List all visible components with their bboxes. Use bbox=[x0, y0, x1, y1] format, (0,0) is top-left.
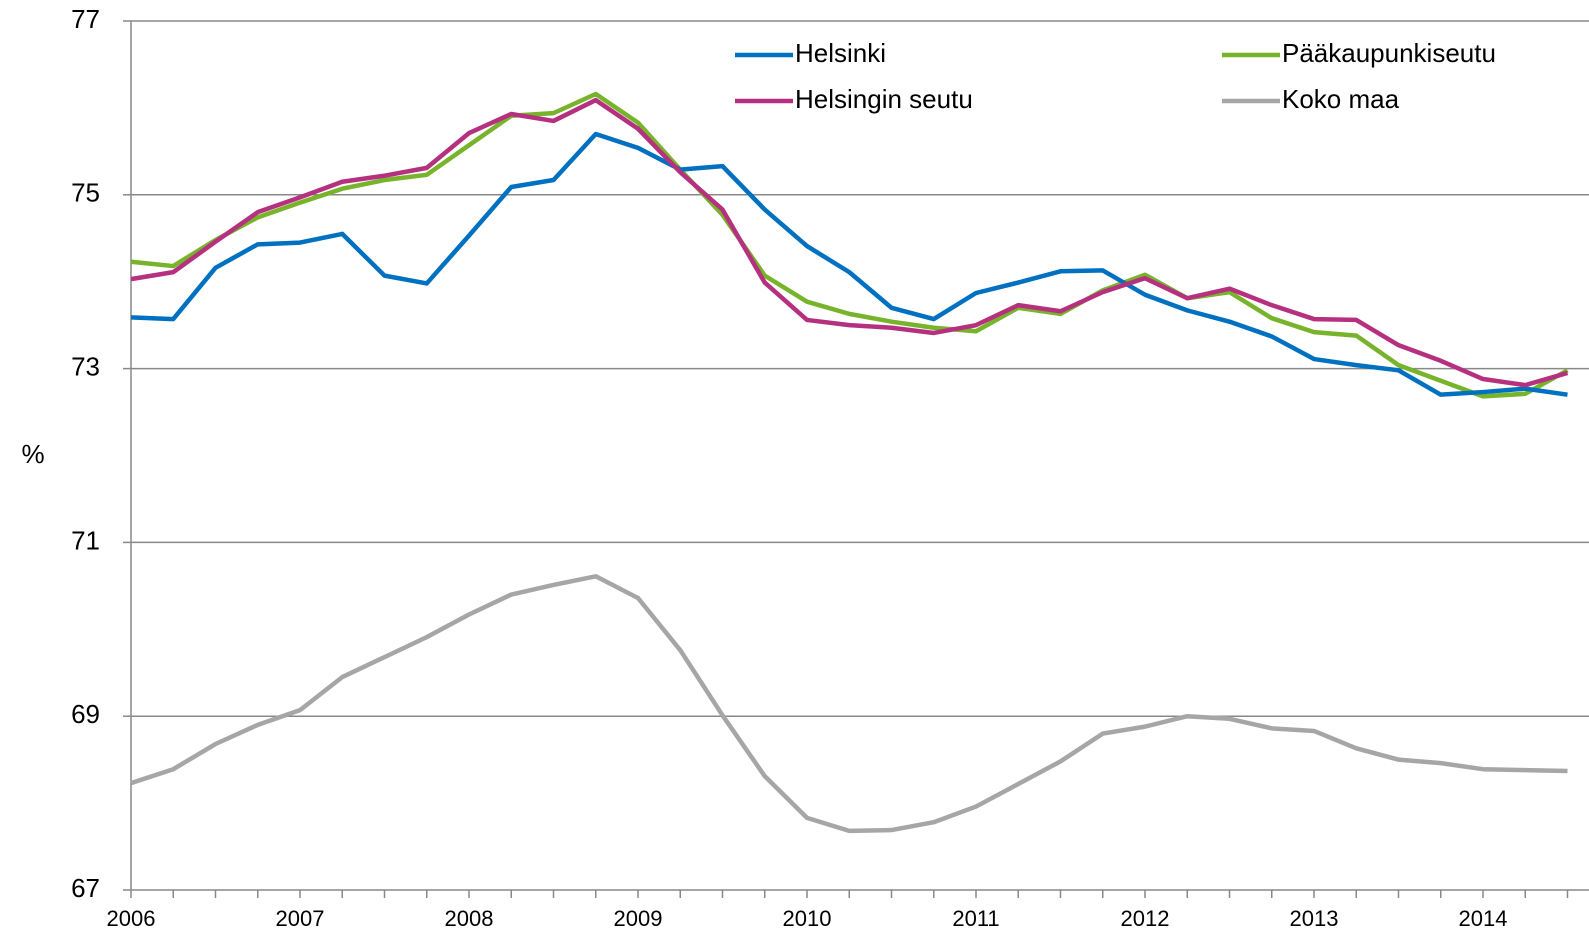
y-tick-label: 69 bbox=[71, 699, 100, 729]
x-tick-label: 2006 bbox=[107, 906, 156, 931]
x-tick-label: 2011 bbox=[952, 906, 999, 931]
series-line bbox=[130, 97, 1569, 388]
x-tick-label: 2014 bbox=[1459, 906, 1508, 931]
legend-label: Helsinki bbox=[795, 38, 886, 68]
x-tick-label: 2009 bbox=[614, 906, 663, 931]
x-tick-label: 2010 bbox=[783, 906, 832, 931]
y-tick-label: 67 bbox=[71, 873, 100, 903]
x-tick-label: 2008 bbox=[445, 906, 494, 931]
y-tick-label: 71 bbox=[71, 525, 100, 555]
y-tick-label: 75 bbox=[71, 178, 100, 208]
legend-label: Koko maa bbox=[1282, 84, 1400, 114]
y-tick-label: 73 bbox=[71, 351, 100, 381]
series-line bbox=[130, 574, 1568, 834]
series-line bbox=[130, 131, 1568, 397]
legend-label: Helsingin seutu bbox=[795, 84, 973, 114]
x-tick-label: 2007 bbox=[276, 906, 325, 931]
legend-label: Pääkaupunkiseutu bbox=[1282, 38, 1496, 68]
y-axis-label: % bbox=[21, 439, 44, 469]
x-tick-label: 2013 bbox=[1290, 906, 1339, 931]
x-tick-label: 2012 bbox=[1121, 906, 1170, 931]
y-tick-label: 77 bbox=[71, 4, 100, 34]
series-line bbox=[130, 91, 1569, 399]
